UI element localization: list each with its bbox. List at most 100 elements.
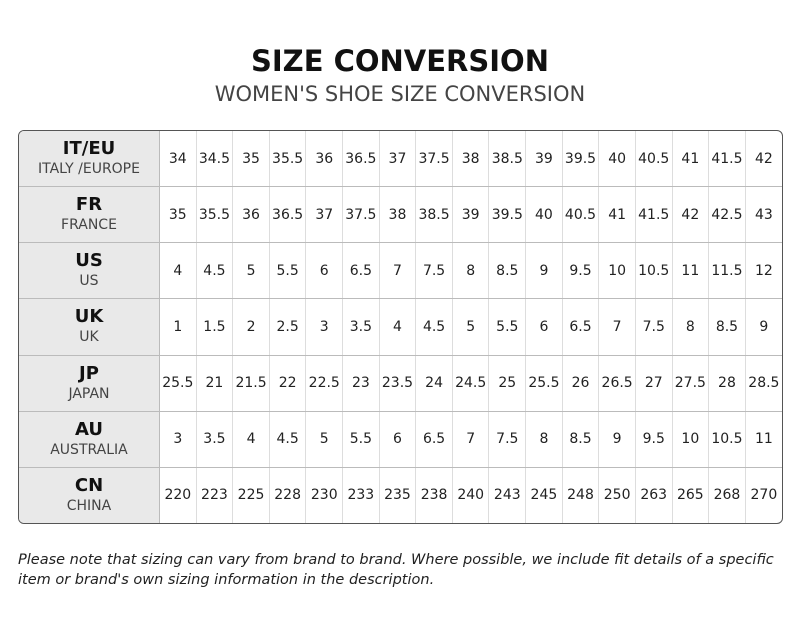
- size-cell: 38: [379, 186, 417, 244]
- size-cell: 39: [452, 186, 490, 244]
- size-cell: 42: [672, 186, 710, 244]
- size-cell: 8: [672, 298, 710, 356]
- note: Please note that sizing can vary from br…: [18, 552, 774, 588]
- size-cell: 10: [598, 242, 636, 300]
- size-cell: 2.5: [269, 298, 307, 356]
- size-cell: 7.5: [415, 242, 453, 300]
- size-cell: 9.5: [635, 411, 673, 468]
- size-cell: 24: [415, 355, 453, 412]
- size-cell: 233: [342, 467, 380, 523]
- size-cell: 26: [562, 355, 600, 412]
- size-cell: 27: [635, 355, 673, 412]
- row-header: JP JAPAN: [19, 355, 160, 412]
- title: SIZE CONVERSION: [250, 44, 549, 78]
- row-code: UK: [74, 306, 104, 328]
- size-cell: 40: [525, 186, 563, 244]
- size-cell: 36.5: [269, 186, 307, 244]
- size-cell: 22.5: [305, 355, 344, 412]
- row-name: CHINA: [66, 497, 112, 514]
- size-cell: 25.5: [525, 355, 563, 412]
- size-cell: 3: [305, 298, 344, 356]
- size-cell: 2: [232, 298, 270, 356]
- row-name: AUSTRALIA: [50, 441, 128, 458]
- size-cell: 41: [672, 131, 710, 188]
- size-cell: 36: [232, 186, 270, 244]
- size-cell: 10.5: [635, 242, 673, 300]
- size-cell: 5.5: [269, 242, 307, 300]
- row-header: IT/EU ITALY /EUROPE: [19, 131, 160, 188]
- size-cell: 12: [745, 242, 782, 300]
- size-cell: 250: [598, 467, 636, 523]
- size-cell: 223: [196, 467, 234, 523]
- size-cell: 7: [452, 411, 490, 468]
- size-cell: 25: [488, 355, 527, 412]
- row-header: AU AUSTRALIA: [19, 411, 160, 468]
- size-cell: 5.5: [342, 411, 380, 468]
- size-cell: 248: [562, 467, 600, 523]
- size-cell: 40.5: [635, 131, 673, 188]
- size-cell: 23: [342, 355, 380, 412]
- row-code: AU: [75, 418, 103, 440]
- size-cell: 23.5: [379, 355, 417, 412]
- size-cell: 263: [635, 467, 673, 523]
- row-header: FR FRANCE: [19, 186, 160, 244]
- row-header: UK UK: [19, 298, 160, 356]
- size-cell: 5: [232, 242, 270, 300]
- size-cell: 230: [305, 467, 344, 523]
- size-row: UK UK 1 1.5 2 2.5 3 3.5 4 4.5 5 5.5 6 6.5 7 7.5 8 8.5 9: [19, 298, 782, 356]
- size-cell: 8.5: [708, 298, 746, 356]
- size-cell: 22: [269, 355, 307, 412]
- size-cell: 10: [672, 411, 710, 468]
- size-cell: 3.5: [342, 298, 380, 356]
- size-row: CN CHINA 220 223 225 228 230 233 235 238 240 243 245…: [19, 467, 782, 523]
- size-cell: 240: [452, 467, 490, 523]
- table-frame: IT/EU ITALY /EUROPE 34 34.5 35 35.5 36 36.5 37 37…: [18, 130, 783, 524]
- size-cell: 7.5: [488, 411, 527, 468]
- size-cell: 41.5: [708, 131, 746, 188]
- size-cell: 34: [159, 131, 197, 188]
- size-cell: 220: [159, 467, 197, 523]
- size-cell: 265: [672, 467, 710, 523]
- row-header: CN CHINA: [19, 467, 160, 523]
- size-cell: 228: [269, 467, 307, 523]
- size-cell: 37: [379, 131, 417, 188]
- size-cell: 11.5: [708, 242, 746, 300]
- size-cell: 26.5: [598, 355, 636, 412]
- size-cell: 21.5: [232, 355, 270, 412]
- size-cell: 3: [159, 411, 197, 468]
- row-name: ITALY /EUROPE: [38, 161, 140, 177]
- row-name: FRANCE: [61, 217, 117, 234]
- size-cell: 41: [598, 186, 636, 244]
- size-cell: 35.5: [196, 186, 234, 244]
- size-cell: 225: [232, 467, 270, 523]
- size-cell: 245: [525, 467, 563, 523]
- size-row: US US 4 4.5 5 5.5 6 6.5 7 7.5 8 8.5 9 9.5 10 10.5 11 11.5…: [19, 242, 782, 300]
- size-cell: 21: [196, 355, 234, 412]
- size-row: AU AUSTRALIA 3 3.5 4 4.5 5 5.5 6 6.5 7 7.5 8 8.5 9 9.5 1…: [19, 411, 782, 468]
- size-cell: 24.5: [452, 355, 490, 412]
- size-cell: 243: [488, 467, 527, 523]
- size-cell: 9: [745, 298, 782, 356]
- size-cell: 28: [708, 355, 746, 412]
- size-cell: 37.5: [415, 131, 453, 188]
- size-cell: 42.5: [708, 186, 746, 244]
- row-code: IT/EU: [62, 138, 116, 159]
- size-cell: 5.5: [488, 298, 527, 356]
- size-cell: 35: [159, 186, 197, 244]
- row-code: JP: [79, 362, 99, 384]
- size-cell: 4.5: [415, 298, 453, 356]
- size-cell: 35: [232, 131, 270, 188]
- size-cell: 11: [745, 411, 782, 468]
- size-cell: 7: [598, 298, 636, 356]
- size-cell: 39.5: [488, 186, 527, 244]
- size-cell: 268: [708, 467, 746, 523]
- size-cell: 6.5: [415, 411, 453, 468]
- row-header: US US: [19, 242, 160, 300]
- size-cell: 38.5: [415, 186, 453, 244]
- size-cell: 25.5: [159, 355, 197, 412]
- size-cell: 270: [750, 487, 778, 504]
- subtitle: WOMEN'S SHOE SIZE CONVERSION: [214, 82, 586, 106]
- size-cell: 5: [305, 411, 344, 468]
- row-name: UK: [79, 329, 99, 346]
